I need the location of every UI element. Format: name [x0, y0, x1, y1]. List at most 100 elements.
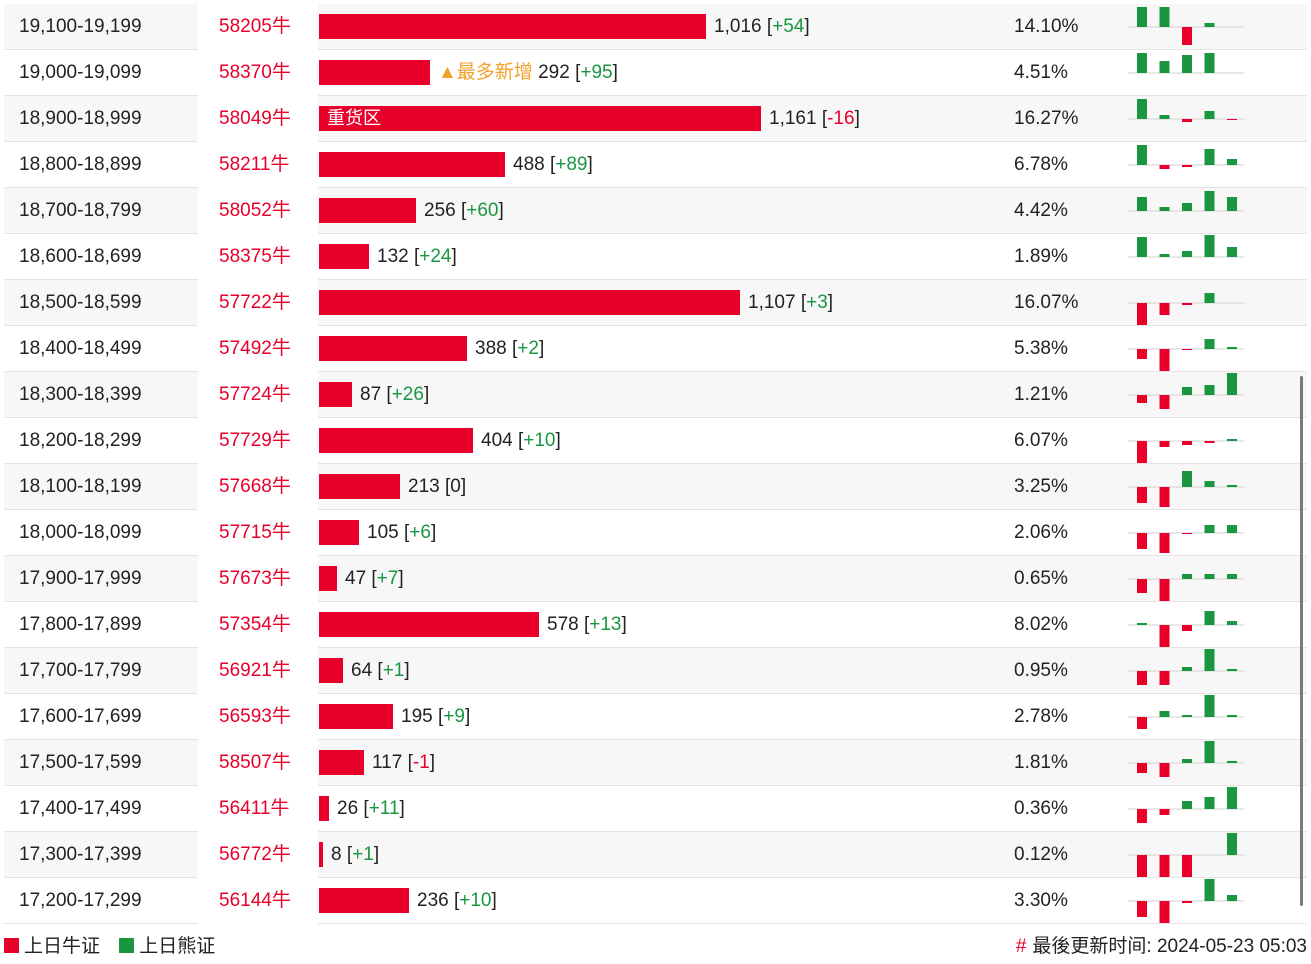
change-value: 0: [450, 476, 461, 497]
table-row[interactable]: 17,400-17,499 56411牛 26 [+11] 0.36%: [4, 786, 1307, 832]
table-row[interactable]: 19,000-19,099 58370牛 ▲最多新增 292 [+95] 4.51%: [4, 50, 1307, 96]
heavy-zone-label: 重货区: [327, 108, 381, 128]
table-row[interactable]: 18,800-18,899 58211牛 488 [+89] 6.78%: [4, 142, 1307, 188]
warrant-code-link[interactable]: 57673牛: [198, 556, 318, 602]
table-row[interactable]: 18,200-18,299 57729牛 404 [+10] 6.07%: [4, 418, 1307, 464]
table-row[interactable]: 18,600-18,699 58375牛 132 [+24] 1.89%: [4, 234, 1307, 280]
quantity-text: 1,161 [-16]: [769, 108, 860, 129]
vertical-scrollbar[interactable]: [1300, 376, 1303, 906]
warrant-code-link[interactable]: 56593牛: [198, 694, 318, 740]
warrant-code-link[interactable]: 57668牛: [198, 464, 318, 510]
warrant-code-link[interactable]: 56411牛: [198, 786, 318, 832]
sparkline-bar: [1137, 901, 1147, 917]
table-row[interactable]: 17,900-17,999 57673牛 47 [+7] 0.65%: [4, 556, 1307, 602]
trend-sparkline: [1128, 191, 1244, 212]
table-row[interactable]: 18,500-18,599 57722牛 1,107 [+3] 16.07%: [4, 280, 1307, 326]
sparkline-bar: [1204, 741, 1215, 763]
quantity-text: 26 [+11]: [337, 798, 405, 819]
quantity-text: 47 [+7]: [345, 568, 404, 589]
sparkline-bar: [1227, 669, 1237, 671]
quantity-bar-cell: 重货区 1,161 [-16]: [319, 96, 1009, 142]
table-row[interactable]: 18,000-18,099 57715牛 105 [+6] 2.06%: [4, 510, 1307, 556]
change-value: +26: [391, 384, 424, 405]
sparkline-bar: [1137, 487, 1147, 503]
quantity-bar-cell: 64 [+1]: [319, 648, 1009, 694]
warrant-code-link[interactable]: 58375牛: [198, 234, 318, 280]
sparkline-bar: [1204, 441, 1215, 443]
change-value: -1: [412, 752, 430, 773]
trend-sparkline: [1128, 741, 1244, 777]
table-row[interactable]: 18,100-18,199 57668牛 213 [0] 3.25%: [4, 464, 1307, 510]
sparkline-bar: [1227, 787, 1237, 809]
quantity-text: 1,107 [+3]: [748, 292, 834, 313]
warrant-code-link[interactable]: 57715牛: [198, 510, 318, 556]
table-row[interactable]: 18,300-18,399 57724牛 87 [+26] 1.21%: [4, 372, 1307, 418]
warrant-code-link[interactable]: 58049牛: [198, 96, 318, 142]
change-value: +2: [517, 338, 539, 359]
sparkline-bar: [1204, 339, 1215, 349]
quantity-value: 8: [331, 844, 342, 865]
warrant-code-link[interactable]: 56921牛: [198, 648, 318, 694]
table-row[interactable]: 18,700-18,799 58052牛 256 [+60] 4.42%: [4, 188, 1307, 234]
quantity-value: 256: [424, 200, 456, 221]
strike-range: 19,100-19,199: [19, 16, 142, 37]
table-row[interactable]: 17,200-17,299 56144牛 236 [+10] 3.30%: [4, 878, 1307, 924]
strike-range: 18,200-18,299: [19, 430, 142, 451]
sparkline-bar: [1182, 387, 1192, 395]
sparkline-bar: [1182, 119, 1192, 122]
table-row[interactable]: 17,300-17,399 56772牛 8 [+1] 0.12%: [4, 832, 1307, 878]
table-row[interactable]: 17,500-17,599 58507牛 117 [-1] 1.81%: [4, 740, 1307, 786]
sparkline-bar: [1159, 115, 1170, 119]
warrant-code-link[interactable]: 58507牛: [198, 740, 318, 786]
legend-bear: 上日熊证: [119, 936, 215, 957]
warrant-code-link[interactable]: 57492牛: [198, 326, 318, 372]
sparkline-bar: [1137, 303, 1147, 325]
warrant-code-link[interactable]: 58205牛: [198, 4, 318, 50]
table-row[interactable]: 19,100-19,199 58205牛 1,016 [+54] 14.10%: [4, 4, 1307, 50]
table-row[interactable]: 18,900-18,999 58049牛 重货区 1,161 [-16] 16.27%: [4, 96, 1307, 142]
quantity-value: 213: [408, 476, 440, 497]
trend-sparkline: [1128, 525, 1244, 553]
sparkline-bar: [1227, 347, 1237, 349]
change-value: +7: [376, 568, 399, 589]
quantity-bar: [319, 888, 409, 913]
sparkline-bar: [1182, 901, 1192, 903]
change-value: +9: [443, 706, 465, 727]
table-row[interactable]: 17,700-17,799 56921牛 64 [+1] 0.95%: [4, 648, 1307, 694]
change-value: +1: [352, 844, 374, 865]
sparkline-bar: [1204, 23, 1215, 27]
sparkline-bar: [1137, 7, 1147, 27]
sparkline-bar: [1137, 623, 1147, 625]
quantity-text: 404 [+10]: [481, 430, 561, 451]
warrant-code-link[interactable]: 57354牛: [198, 602, 318, 648]
warrant-code-link[interactable]: 57722牛: [198, 280, 318, 326]
quantity-text: 117 [-1]: [372, 752, 436, 773]
table-row[interactable]: 17,800-17,899 57354牛 578 [+13] 8.02%: [4, 602, 1307, 648]
sparkline-bar: [1182, 471, 1192, 487]
strike-range: 17,600-17,699: [19, 706, 142, 727]
warrant-code-link[interactable]: 57724牛: [198, 372, 318, 418]
quantity-bar: [319, 336, 467, 361]
warrant-code-link[interactable]: 58052牛: [198, 188, 318, 234]
table-row[interactable]: 18,400-18,499 57492牛 388 [+2] 5.38%: [4, 326, 1307, 372]
sparkline-bar: [1159, 165, 1170, 169]
warrant-code-link[interactable]: 56772牛: [198, 832, 318, 878]
warrant-code-link[interactable]: 58211牛: [198, 142, 318, 188]
warrant-code-link[interactable]: 58370牛: [198, 50, 318, 96]
quantity-bar-cell: 256 [+60]: [319, 188, 1009, 234]
sparkline-bar: [1182, 667, 1192, 671]
warrant-code-link[interactable]: 56144牛: [198, 878, 318, 924]
trend-sparkline: [1128, 235, 1244, 258]
quantity-text: 578 [+13]: [547, 614, 627, 635]
table-row[interactable]: 17,600-17,699 56593牛 195 [+9] 2.78%: [4, 694, 1307, 740]
warrant-code-link[interactable]: 57729牛: [198, 418, 318, 464]
sparkline-bar: [1227, 574, 1237, 579]
sparkline-bar: [1182, 574, 1192, 579]
percentage: 2.78%: [1014, 706, 1068, 727]
quantity-bar: [319, 704, 393, 729]
quantity-bar-cell: 47 [+7]: [319, 556, 1009, 602]
sparkline-bar: [1204, 611, 1215, 625]
sparkline-bar: [1182, 759, 1192, 763]
quantity-bar-cell: 117 [-1]: [319, 740, 1009, 786]
percentage: 14.10%: [1014, 16, 1079, 37]
